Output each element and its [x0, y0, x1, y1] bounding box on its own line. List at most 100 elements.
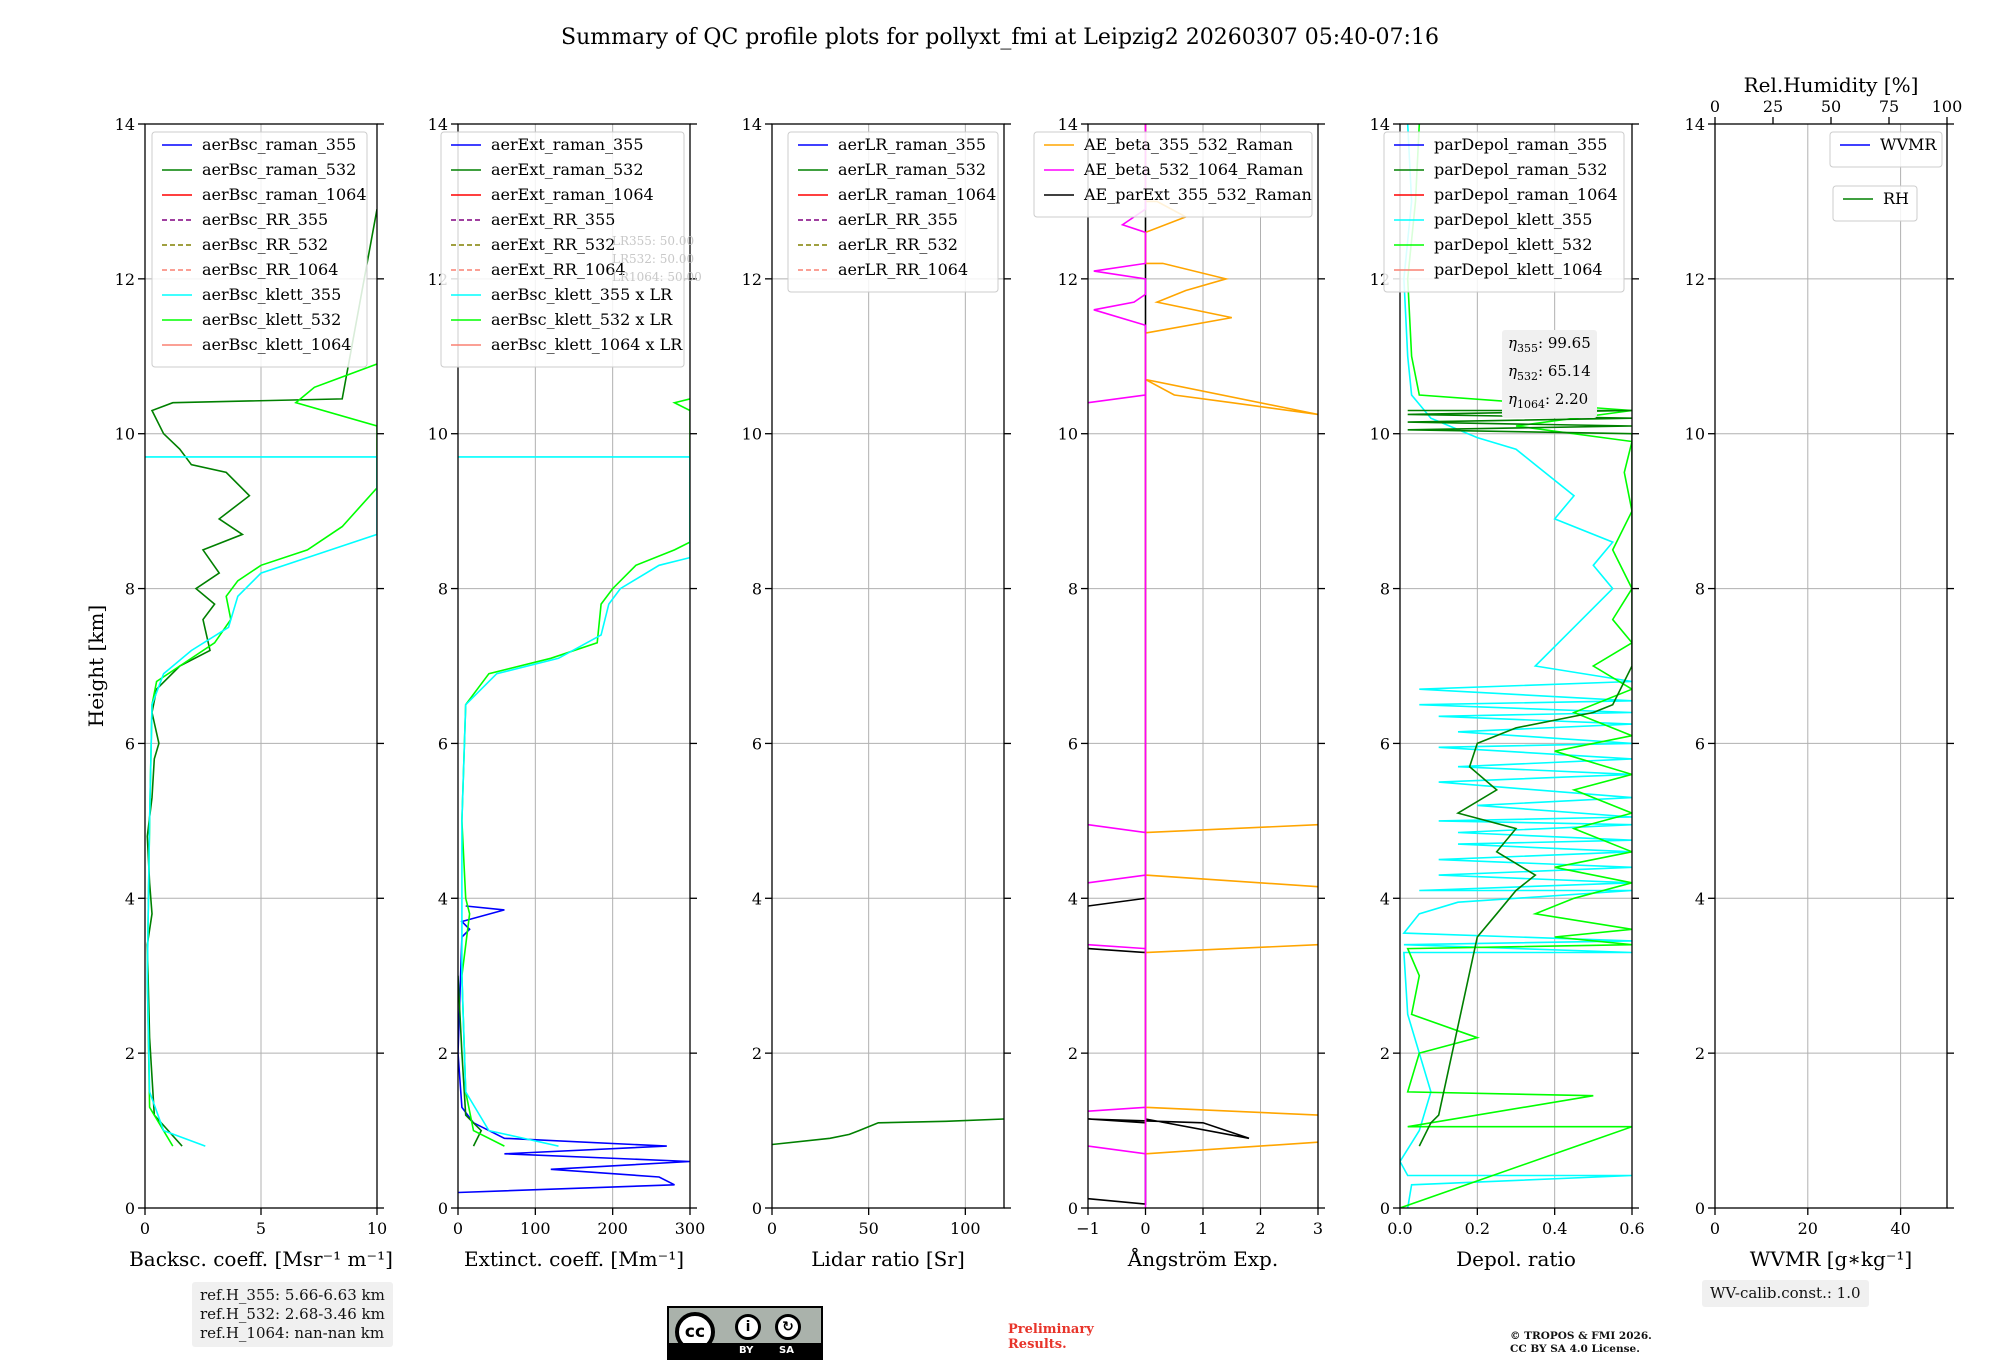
y-tick-label: 8: [752, 580, 762, 599]
legend-label: aerBsc_klett_532 x LR: [491, 310, 673, 329]
legend-label: RH: [1883, 189, 1909, 208]
series-aerBsc_klett_355: [145, 456, 377, 1147]
legend-label: aerBsc_raman_532: [202, 160, 356, 179]
y-tick-label: 0: [438, 1199, 448, 1218]
eta-355: η355: 99.65: [1508, 334, 1591, 355]
y-tick-label: 4: [1695, 889, 1705, 908]
series-parDepol_raman_532: [1407, 409, 1632, 1147]
y-tick-label: 10: [1370, 425, 1390, 444]
series-aerBsc_klett_355 x LR: [458, 456, 690, 1147]
cc-by-label: BY: [739, 1345, 754, 1356]
series-group: [772, 1118, 1004, 1146]
axes-frame: [1087, 123, 1319, 1209]
x-axis-label: Backsc. coeff. [Msr⁻¹ m⁻¹]: [129, 1247, 393, 1271]
x-axis-label: WVMR [g∗kg⁻¹]: [1750, 1247, 1912, 1271]
x-tick-label: 300: [675, 1219, 706, 1238]
preliminary-note: Preliminary Results.: [1008, 1322, 1094, 1352]
series-group: [458, 398, 690, 1194]
cc-badge-bottom: BY SA: [669, 1343, 821, 1358]
y-tick-label: 12: [1685, 270, 1705, 289]
x-tick-label: 20: [1798, 1219, 1818, 1238]
x-tick-label: 10: [367, 1219, 387, 1238]
legend: AE_beta_355_532_Raman AE_beta_532_1064_Ra…: [1033, 131, 1313, 218]
y-tick-label: 2: [752, 1044, 762, 1063]
x-tick-label: 0.4: [1542, 1219, 1567, 1238]
x-tick-label: 1: [1198, 1219, 1208, 1238]
y-tick-label: 8: [1068, 580, 1078, 599]
legend-label: AE_beta_355_532_Raman: [1083, 135, 1293, 154]
y-tick-label: 14: [428, 115, 448, 134]
legend-label: aerBsc_klett_1064 x LR: [491, 335, 683, 354]
axes-frame: [771, 123, 1005, 1209]
legend-label: aerBsc_raman_355: [202, 135, 356, 154]
reference-height-box: ref.H_355: 5.66-6.63 km ref.H_532: 2.68-…: [192, 1282, 393, 1347]
series-aerBsc_klett_532: [146, 363, 377, 1147]
legend-box: [1829, 131, 1943, 168]
y-tick-label: 6: [438, 734, 448, 753]
axes-frame: [144, 123, 378, 1209]
series-AE_parExt_355_532_Raman: [1088, 124, 1250, 1205]
x-tick-label: 0.0: [1387, 1219, 1412, 1238]
y-tick-label: 8: [1695, 580, 1705, 599]
panel-wvmr: 0 20 40 0 2 4 6 8 10 12 14 WVMR [g∗kg⁻¹] 0 25 50 75 100 R…: [1685, 73, 1963, 1271]
y-tick-label: 10: [1058, 425, 1078, 444]
legend-box: [440, 131, 685, 368]
y-tick-label: 4: [125, 889, 135, 908]
x-tick-label: 0: [1710, 1219, 1720, 1238]
copyright-line-2: CC BY SA 4.0 License.: [1510, 1343, 1640, 1355]
eta-532: η532: 65.14: [1508, 362, 1591, 383]
legend-label: aerBsc_RR_355: [202, 210, 328, 229]
legend-label: aerBsc_klett_355 x LR: [491, 285, 673, 304]
legend-label: parDepol_klett_532: [1434, 235, 1592, 254]
x-tick-label: 50: [858, 1219, 878, 1238]
legend-label: aerExt_raman_532: [491, 160, 644, 179]
lidar-ratio-label: LR532: 50.00: [612, 252, 694, 266]
legend-label: AE_parExt_355_532_Raman: [1083, 185, 1312, 204]
y-tick-label: 8: [125, 580, 135, 599]
y-tick-label: 0: [1068, 1199, 1078, 1218]
preliminary-line-1: Preliminary: [1008, 1322, 1094, 1337]
y-tick-label: 12: [115, 270, 135, 289]
cc-sa-label: SA: [779, 1345, 794, 1356]
wv-calibration-text: WV-calib.const.: 1.0: [1710, 1284, 1861, 1302]
y-axis-label: Height [km]: [84, 605, 108, 727]
legend-rh: RH: [1832, 185, 1918, 222]
top-x-tick-label: 25: [1763, 97, 1783, 116]
y-tick-label: 0: [1695, 1199, 1705, 1218]
x-tick-label: 0: [140, 1219, 150, 1238]
legend-label: parDepol_raman_532: [1434, 160, 1607, 179]
series-AE_beta_532_1064_Raman: [1088, 124, 1147, 1208]
legend-label: aerBsc_raman_1064: [202, 185, 367, 204]
x-tick-label: 100: [950, 1219, 981, 1238]
legend: aerLR_raman_355 aerLR_raman_532 aerLR_rama…: [787, 131, 999, 293]
copyright-note: © TROPOS & FMI 2026. CC BY SA 4.0 Licens…: [1510, 1330, 1652, 1356]
y-tick-label: 12: [742, 270, 762, 289]
series-aerBsc_klett_532 x LR: [461, 398, 690, 1147]
eta-1064: η1064: 2.20: [1508, 390, 1589, 411]
y-tick-label: 2: [1068, 1044, 1078, 1063]
legend-box: [151, 131, 368, 368]
x-axis-label: Ångström Exp.: [1127, 1246, 1278, 1271]
legend-label: aerLR_RR_1064: [838, 260, 968, 279]
y-tick-label: 4: [1068, 889, 1078, 908]
legend-label: parDepol_klett_1064: [1434, 260, 1603, 279]
series-aerLR_raman_532: [772, 1118, 1004, 1146]
legend-label: aerBsc_klett_1064: [202, 335, 351, 354]
top-x-tick-label: 100: [1932, 97, 1963, 116]
y-tick-label: 14: [115, 115, 135, 134]
series-group: [1088, 124, 1318, 1208]
axes-frame: [457, 123, 691, 1209]
y-tick-label: 8: [1380, 580, 1390, 599]
y-tick-label: 14: [1685, 115, 1705, 134]
legend-label: AE_beta_532_1064_Raman: [1083, 160, 1303, 179]
lidar-ratio-label: LR355: 50.00: [612, 234, 694, 248]
legend-box: [1033, 131, 1313, 218]
y-tick-label: 14: [742, 115, 762, 134]
top-x-tick-label: 75: [1879, 97, 1899, 116]
x-tick-label: 0: [767, 1219, 777, 1238]
x-tick-label: 0: [453, 1219, 463, 1238]
legend-label: aerBsc_RR_1064: [202, 260, 338, 279]
